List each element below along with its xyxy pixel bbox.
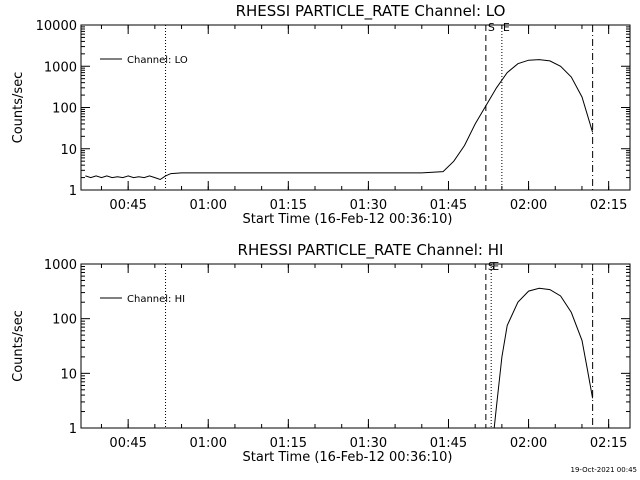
hi-x-tick-label: 00:45	[109, 436, 146, 451]
lo-x-axis-label: Start Time (16-Feb-12 00:36:10)	[243, 212, 453, 227]
lo-legend-label: Channel: LO	[127, 55, 188, 66]
lo-y-tick-label: 100	[52, 102, 77, 117]
hi-x-tick-label: 01:15	[270, 436, 307, 451]
hi-x-tick-label: 02:00	[510, 436, 547, 451]
lo-y-tick-label: 1	[69, 184, 77, 199]
lo-channel-panel: RHESSI PARTICLE_RATE Channel: LO Start T…	[11, 2, 631, 227]
hi-event-label: E	[492, 260, 499, 273]
lo-y-tick-label: 1000	[44, 60, 77, 75]
lo-y-tick-label: 10000	[36, 19, 77, 34]
lo-x-tick-label: 00:45	[109, 198, 146, 213]
hi-plot-frame	[80, 263, 631, 429]
lo-plot-frame	[80, 24, 631, 191]
lo-x-tick-label: 02:00	[510, 198, 547, 213]
lo-x-tick-label: 01:15	[270, 198, 307, 213]
lo-y-tick-label: 10	[60, 143, 77, 158]
hi-y-tick-label: 1	[69, 422, 77, 437]
lo-x-tick-label: 01:45	[430, 198, 467, 213]
hi-chart-title: RHESSI PARTICLE_RATE Channel: HI	[238, 241, 504, 260]
hi-x-tick-label: 01:45	[430, 436, 467, 451]
hi-series-line	[493, 287, 594, 428]
lo-series-line	[85, 59, 594, 181]
hi-y-tick-label: 10	[60, 367, 77, 382]
lo-x-tick-label: 01:30	[350, 198, 387, 213]
hi-channel-panel: RHESSI PARTICLE_RATE Channel: HI Start T…	[11, 241, 631, 465]
hi-x-tick-label: 01:00	[190, 436, 227, 451]
hi-x-tick-label: 01:30	[350, 436, 387, 451]
lo-event-label: S	[488, 21, 495, 34]
hi-event-label: S	[488, 260, 495, 273]
lo-event-label: E	[503, 21, 510, 34]
hi-y-axis-label: Counts/sec	[11, 310, 26, 382]
hi-x-tick-label: 02:15	[590, 436, 627, 451]
hi-legend-label: Channel: HI	[127, 294, 185, 305]
generation-timestamp: 19-Oct-2021 00:45	[571, 466, 637, 474]
lo-x-tick-label: 01:00	[190, 198, 227, 213]
lo-y-axis-label: Counts/sec	[11, 72, 26, 144]
lo-chart-title: RHESSI PARTICLE_RATE Channel: LO	[236, 2, 506, 21]
hi-y-tick-label: 100	[52, 313, 77, 328]
lo-x-tick-label: 02:15	[590, 198, 627, 213]
hi-x-axis-label: Start Time (16-Feb-12 00:36:10)	[243, 450, 453, 465]
hi-y-tick-label: 1000	[44, 258, 77, 273]
